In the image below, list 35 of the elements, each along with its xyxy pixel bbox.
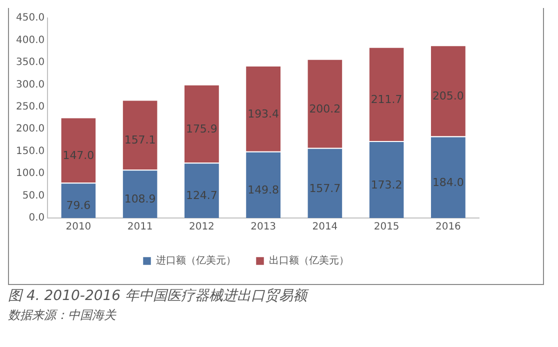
data-label: 157.1 (124, 134, 156, 147)
source-note: 数据来源：中国海关 (8, 307, 118, 324)
legend-label: 进口额（亿美元） (156, 254, 236, 267)
y-tick-label: 350.0 (16, 57, 45, 68)
x-tick-label: 2013 (250, 222, 276, 233)
data-label: 205.0 (432, 90, 464, 103)
data-label: 157.7 (309, 182, 341, 195)
y-tick-label: 0.0 (28, 212, 45, 224)
data-label: 184.0 (432, 176, 464, 189)
x-tick-label: 2011 (127, 222, 153, 233)
x-tick-label: 2012 (188, 222, 214, 233)
y-tick-label: 250.0 (16, 101, 45, 112)
data-label: 173.2 (370, 178, 402, 192)
data-label: 108.9 (124, 192, 156, 206)
y-tick-label: 200.0 (16, 124, 45, 135)
text: 图 4. 2010-2016 年中国医疗器械进出口贸易额 (8, 287, 310, 305)
x-tick-label: 2016 (435, 222, 461, 233)
y-tick-label: 100.0 (16, 168, 45, 180)
data-label: 175.9 (186, 122, 218, 136)
data-label: 211.7 (370, 92, 402, 106)
x-tick-label: 2014 (312, 222, 338, 233)
data-label: 124.7 (186, 189, 218, 202)
y-tick-label: 50.0 (22, 190, 45, 202)
x-tick-label: 2015 (374, 222, 400, 233)
x-tick-label: 2010 (66, 222, 92, 233)
y-tick-label: 150.0 (16, 146, 45, 157)
data-label: 147.0 (62, 148, 94, 162)
y-tick-label: 450.0 (16, 12, 45, 24)
data-label: 200.2 (309, 102, 341, 116)
data-label: 193.4 (248, 107, 280, 120)
y-tick-label: 300.0 (16, 79, 45, 90)
legend-label: 出口额（亿美元） (269, 254, 349, 267)
y-tick-label: 400.0 (16, 34, 45, 46)
data-label: 79.6 (66, 199, 91, 212)
data-label: 149.8 (248, 184, 280, 197)
